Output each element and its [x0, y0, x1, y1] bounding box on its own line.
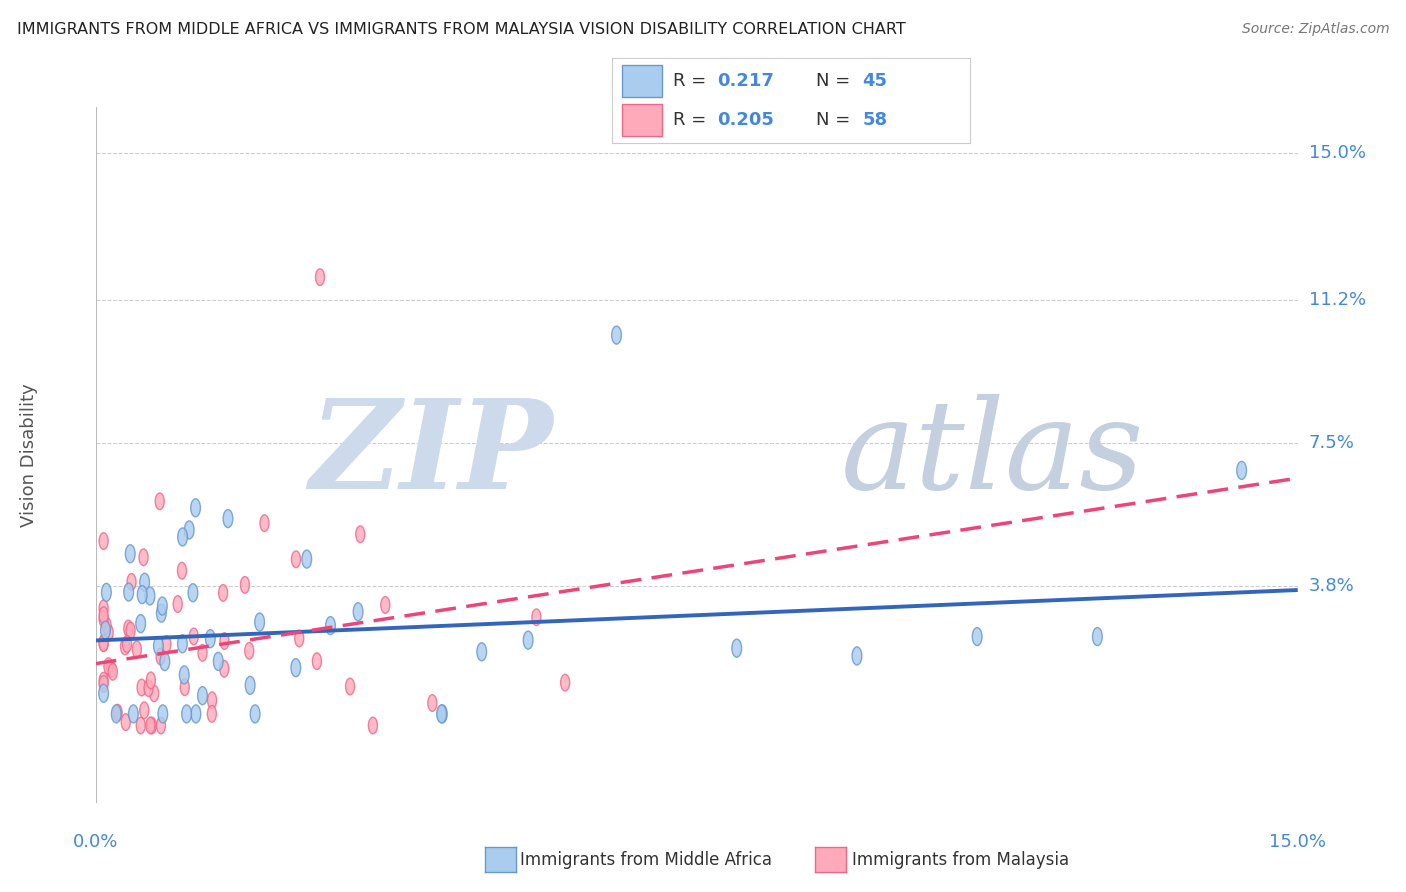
- Text: 0.205: 0.205: [717, 111, 775, 128]
- Text: Immigrants from Malaysia: Immigrants from Malaysia: [852, 851, 1069, 869]
- Text: Immigrants from Middle Africa: Immigrants from Middle Africa: [520, 851, 772, 869]
- Text: 45: 45: [862, 72, 887, 90]
- Text: R =: R =: [672, 72, 711, 90]
- Text: 58: 58: [862, 111, 887, 128]
- Text: R =: R =: [672, 111, 711, 128]
- FancyBboxPatch shape: [623, 103, 662, 136]
- Text: 15.0%: 15.0%: [1309, 145, 1365, 162]
- Text: IMMIGRANTS FROM MIDDLE AFRICA VS IMMIGRANTS FROM MALAYSIA VISION DISABILITY CORR: IMMIGRANTS FROM MIDDLE AFRICA VS IMMIGRA…: [17, 22, 905, 37]
- Text: 7.5%: 7.5%: [1309, 434, 1355, 452]
- Text: atlas: atlas: [841, 394, 1144, 516]
- FancyBboxPatch shape: [623, 65, 662, 97]
- Text: N =: N =: [815, 111, 856, 128]
- Text: Source: ZipAtlas.com: Source: ZipAtlas.com: [1241, 22, 1389, 37]
- Text: ZIP: ZIP: [309, 394, 553, 516]
- Text: 3.8%: 3.8%: [1309, 577, 1354, 595]
- Text: N =: N =: [815, 72, 856, 90]
- Text: 15.0%: 15.0%: [1270, 833, 1326, 851]
- Text: 0.217: 0.217: [717, 72, 775, 90]
- Text: 11.2%: 11.2%: [1309, 292, 1367, 310]
- Text: Vision Disability: Vision Disability: [21, 383, 38, 527]
- Text: 0.0%: 0.0%: [73, 833, 118, 851]
